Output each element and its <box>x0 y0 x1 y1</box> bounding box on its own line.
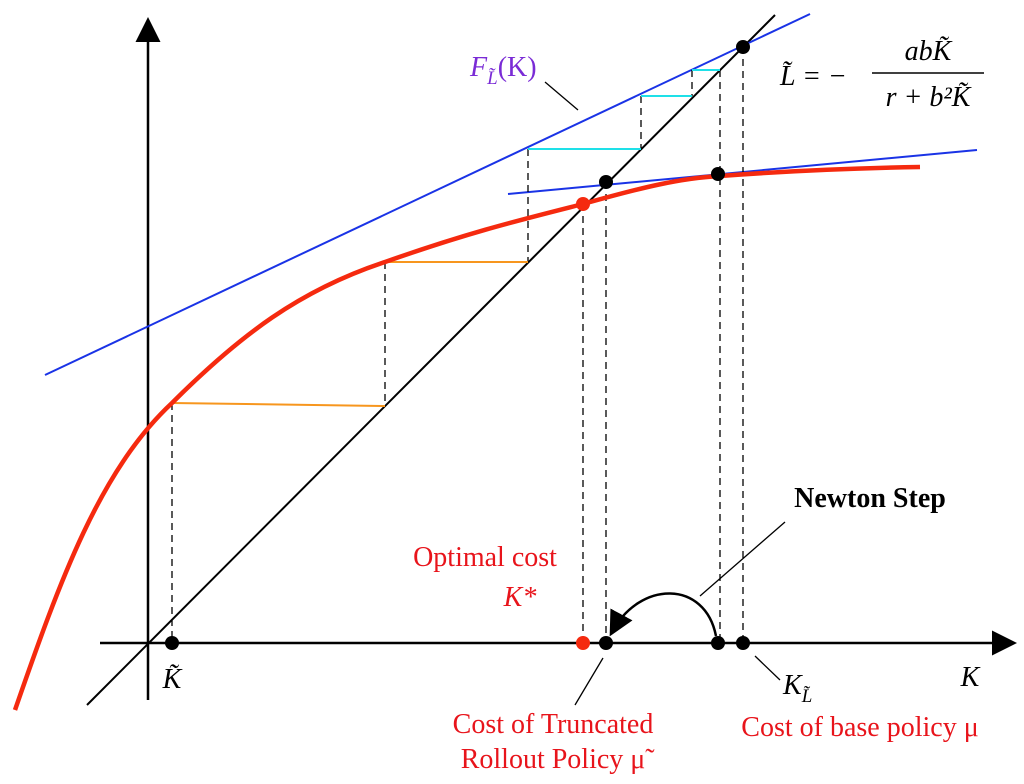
formula-lhs: L̃ = − <box>779 61 847 92</box>
formula-denominator: r + b²K̃ <box>886 82 972 113</box>
newton-step-label: Newton Step <box>794 483 946 514</box>
k-l-label: KL̃ <box>782 670 812 707</box>
newton-arrow <box>609 592 718 637</box>
base-policy-label: Cost of base policy μ <box>741 712 978 743</box>
function-label: FL̃(K) <box>469 52 537 89</box>
leader-lines <box>544 81 786 706</box>
truncated-rollout-label: Rollout Policy μ̃ <box>461 744 656 775</box>
diagonal <box>86 14 776 706</box>
optimal-cost-label: Optimal cost <box>413 542 557 573</box>
dashed-lines <box>171 47 744 643</box>
optimal-cost-symbol: K* <box>503 582 537 613</box>
k-tilde-label: K̃ <box>162 664 183 695</box>
optimal-points <box>576 197 590 650</box>
riccati-curve <box>12 164 921 711</box>
newton-iteration-steps <box>528 69 720 150</box>
k-axis-label: K <box>960 662 981 693</box>
points <box>165 40 750 650</box>
tangent-line <box>44 13 811 376</box>
truncated-rollout-label: Cost of Truncated <box>453 709 654 740</box>
value-iteration-steps <box>171 261 528 407</box>
formula-numerator: abK̃ <box>905 36 953 67</box>
